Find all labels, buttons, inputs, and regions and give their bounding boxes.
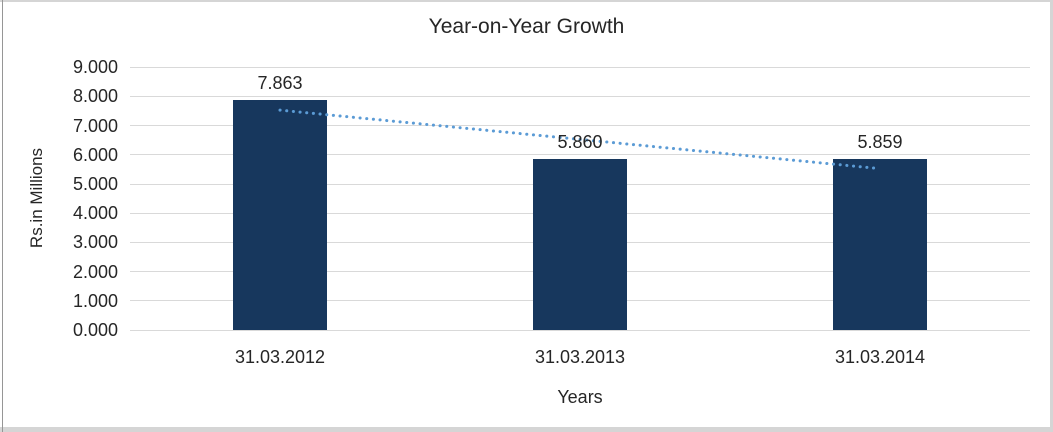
x-axis-title: Years <box>557 387 603 407</box>
y-tick-label: 8.000 <box>72 86 118 107</box>
y-tick-label: 6.000 <box>72 144 118 165</box>
y-tick-label: 2.000 <box>72 261 118 282</box>
page-edge-top <box>0 0 1053 2</box>
bar-31.03.2013 <box>533 158 627 330</box>
gridline <box>130 66 1030 68</box>
x-category-label: 31.03.2012 <box>234 347 326 367</box>
y-tick-label: 9.000 <box>72 57 118 78</box>
x-category-label: 31.03.2013 <box>534 347 626 367</box>
data-label: 7.863 <box>257 73 303 94</box>
y-tick-label: 0.000 <box>72 320 118 340</box>
page-edge-bottom <box>0 427 1053 432</box>
bar-31.03.2012 <box>233 100 327 330</box>
bar-31.03.2014 <box>833 158 927 330</box>
gridline <box>130 329 1030 331</box>
page-edge-right <box>1050 0 1053 432</box>
y-tick-label: 1.000 <box>72 290 118 311</box>
gridline <box>130 95 1030 97</box>
data-label: 5.859 <box>857 131 903 152</box>
chart-title: Year-on-Year Growth <box>428 15 625 38</box>
y-tick-label: 3.000 <box>72 232 118 253</box>
y-tick-label: 4.000 <box>72 203 118 224</box>
y-tick-label: 5.000 <box>72 174 118 194</box>
data-label: 5.860 <box>557 131 603 152</box>
y-tick-label: 7.000 <box>72 115 118 136</box>
page-edge-left <box>2 0 3 432</box>
x-category-label: 31.03.2014 <box>834 347 926 367</box>
